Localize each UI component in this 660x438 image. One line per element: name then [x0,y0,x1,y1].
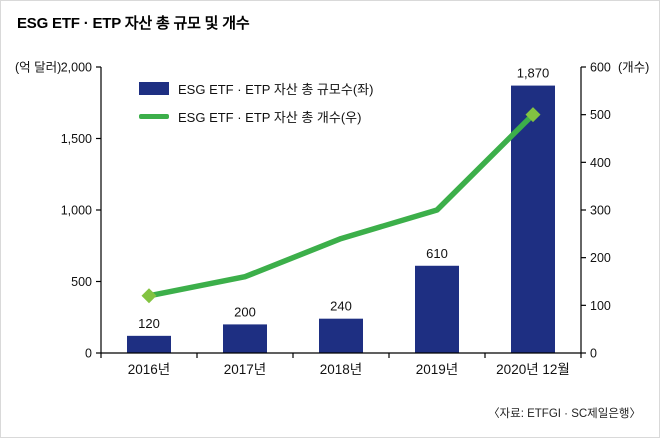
bar-value-label: 200 [234,304,256,319]
bar [511,85,555,353]
left-axis-tick-label: 0 [85,347,92,361]
x-axis-category-label: 2018년 [320,362,362,377]
right-axis-unit: (개수) [618,61,649,75]
source-note: 〈자료: ETFGI · SC제일은행〉 [488,408,641,420]
right-axis-tick-label: 500 [590,108,611,122]
x-axis-category-label: 2020년 12월 [496,362,570,377]
right-axis-tick-label: 100 [590,299,611,313]
bar [319,318,363,353]
bar-swatch-icon [139,82,169,95]
right-axis-tick-label: 200 [590,251,611,265]
legend-item-bars: ESG ETF · ETP 자산 총 규모수(좌) [139,79,373,98]
right-axis-tick-label: 600 [590,61,611,75]
legend-item-line: ESG ETF · ETP 자산 총 개수(우) [139,107,373,126]
left-axis-tick-label: 500 [71,275,92,289]
left-axis-tick-label: 1,500 [61,132,92,146]
legend-bars-label: ESG ETF · ETP 자산 총 규모수(좌) [178,82,374,97]
left-axis-unit: (억 달러) [15,61,61,75]
bar-value-label: 1,870 [517,66,550,81]
bar [223,324,267,353]
legend-line-label: ESG ETF · ETP 자산 총 개수(우) [178,110,362,125]
left-axis-tick-label: 2,000 [61,61,92,75]
right-axis-tick-label: 400 [590,156,611,170]
right-axis-tick-label: 300 [590,204,611,218]
line-marker-diamond [525,107,541,123]
bar [415,265,459,353]
count-line [146,111,536,299]
chart-legend: ESG ETF · ETP 자산 총 규모수(좌) ESG ETF · ETP … [139,79,373,126]
bar-value-label: 240 [330,299,352,314]
line-swatch-icon [139,114,169,119]
x-axis-category-label: 2017년 [224,362,266,377]
bar-value-label: 610 [426,246,448,261]
page-title: ESG ETF · ETP 자산 총 규모 및 개수 [17,15,250,32]
left-axis-tick-label: 1,000 [61,204,92,218]
x-axis-category-label: 2016년 [128,362,170,377]
right-axis-tick-label: 0 [590,347,597,361]
bar-value-label: 120 [138,316,160,331]
x-axis-category-label: 2019년 [416,362,458,377]
line-marker-diamond [141,288,157,304]
bar [127,335,171,353]
